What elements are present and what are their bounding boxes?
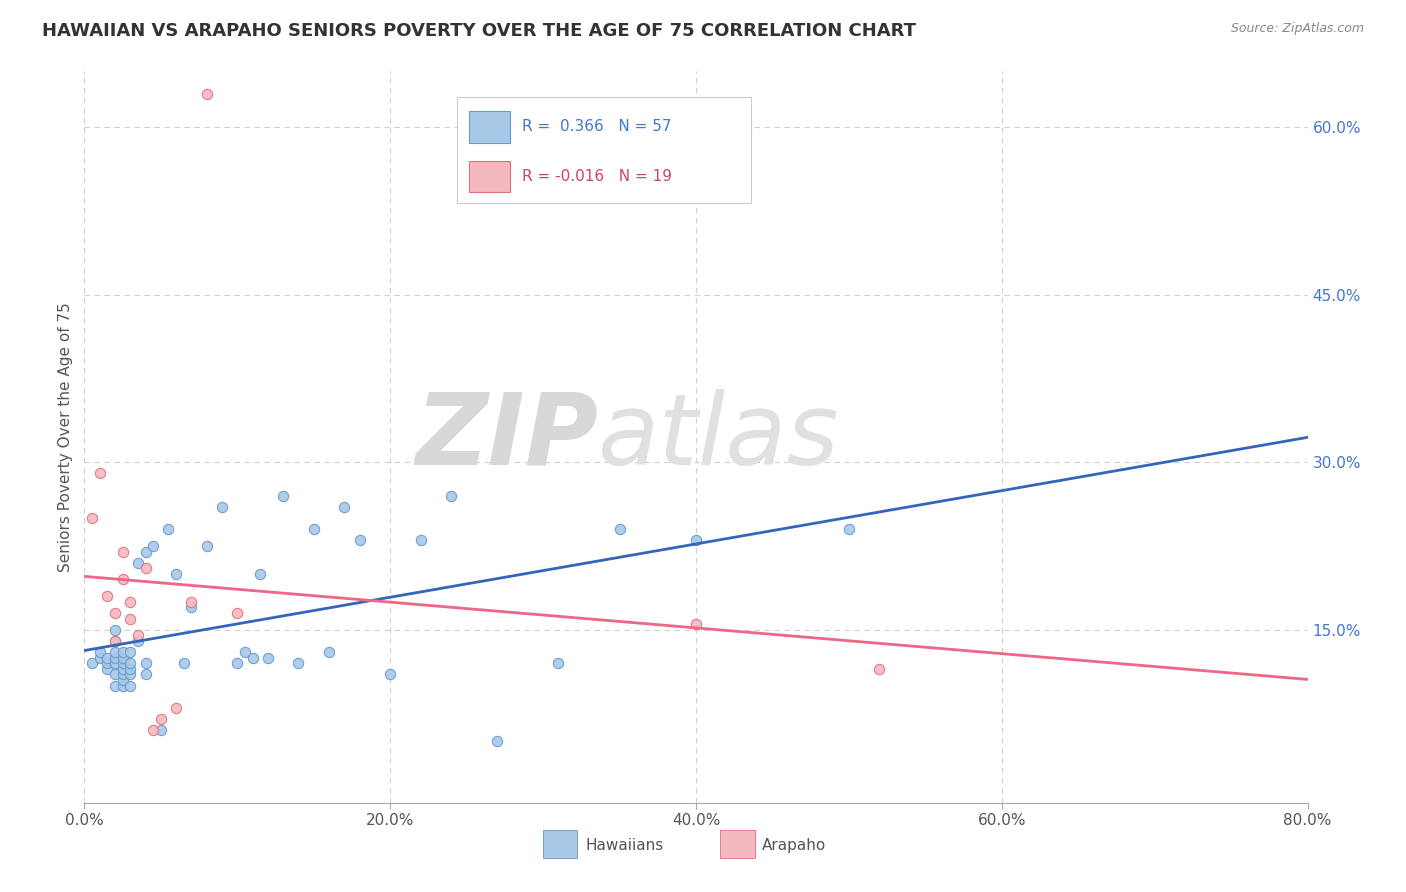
Point [104,645,127,659]
Point [242,650,264,665]
Point [257,650,280,665]
Point [89,650,111,665]
Point [104,623,127,637]
Point [547,657,569,671]
FancyBboxPatch shape [720,830,755,858]
Point [440,489,463,503]
Point [89,467,111,481]
Point [120,611,142,625]
Point [120,662,142,676]
Point [165,566,187,581]
Point [89,645,111,659]
Point [869,662,891,676]
Point [80,657,103,671]
Point [111,657,134,671]
Point [142,539,165,553]
Text: HAWAIIAN VS ARAPAHO SENIORS POVERTY OVER THE AGE OF 75 CORRELATION CHART: HAWAIIAN VS ARAPAHO SENIORS POVERTY OVER… [42,22,917,40]
Point [104,633,127,648]
Point [409,533,432,548]
Point [127,628,149,642]
Point [135,561,157,575]
Point [104,657,127,671]
Point [104,633,127,648]
Point [135,657,157,671]
Point [318,645,340,659]
Point [685,533,707,548]
Point [111,650,134,665]
Point [120,657,142,671]
Point [380,667,402,681]
Point [609,522,631,536]
Point [287,657,309,671]
Point [96,650,118,665]
Point [249,566,271,581]
Point [157,522,180,536]
Point [165,701,187,715]
Point [104,679,127,693]
Text: Arapaho: Arapaho [762,838,827,854]
Point [127,633,149,648]
Point [111,667,134,681]
Text: atlas: atlas [598,389,839,485]
FancyBboxPatch shape [543,830,578,858]
Point [333,500,356,514]
Point [173,657,195,671]
Point [142,723,165,738]
Point [302,522,325,536]
Point [685,617,707,632]
Point [349,533,371,548]
Point [111,573,134,587]
Point [96,662,118,676]
Point [180,600,202,615]
Point [111,645,134,659]
Point [104,606,127,620]
Point [96,589,118,603]
Point [271,489,294,503]
Point [120,667,142,681]
Point [180,595,202,609]
Point [120,645,142,659]
Point [96,657,118,671]
Point [135,544,157,558]
Point [111,673,134,687]
Point [233,645,256,659]
Point [226,657,249,671]
Point [111,679,134,693]
Point [211,500,233,514]
Point [195,539,218,553]
Text: Hawaiians: Hawaiians [586,838,664,854]
Point [486,734,509,748]
Text: Source: ZipAtlas.com: Source: ZipAtlas.com [1230,22,1364,36]
Point [80,511,103,525]
Point [120,679,142,693]
Point [195,87,218,101]
Y-axis label: Seniors Poverty Over the Age of 75: Seniors Poverty Over the Age of 75 [58,302,73,572]
Point [127,556,149,570]
Point [135,667,157,681]
Point [149,712,172,726]
Point [149,723,172,738]
Text: ZIP: ZIP [415,389,598,485]
Point [111,544,134,558]
Point [104,650,127,665]
Point [104,667,127,681]
Point [120,595,142,609]
Point [111,662,134,676]
Point [226,606,249,620]
Point [838,522,860,536]
